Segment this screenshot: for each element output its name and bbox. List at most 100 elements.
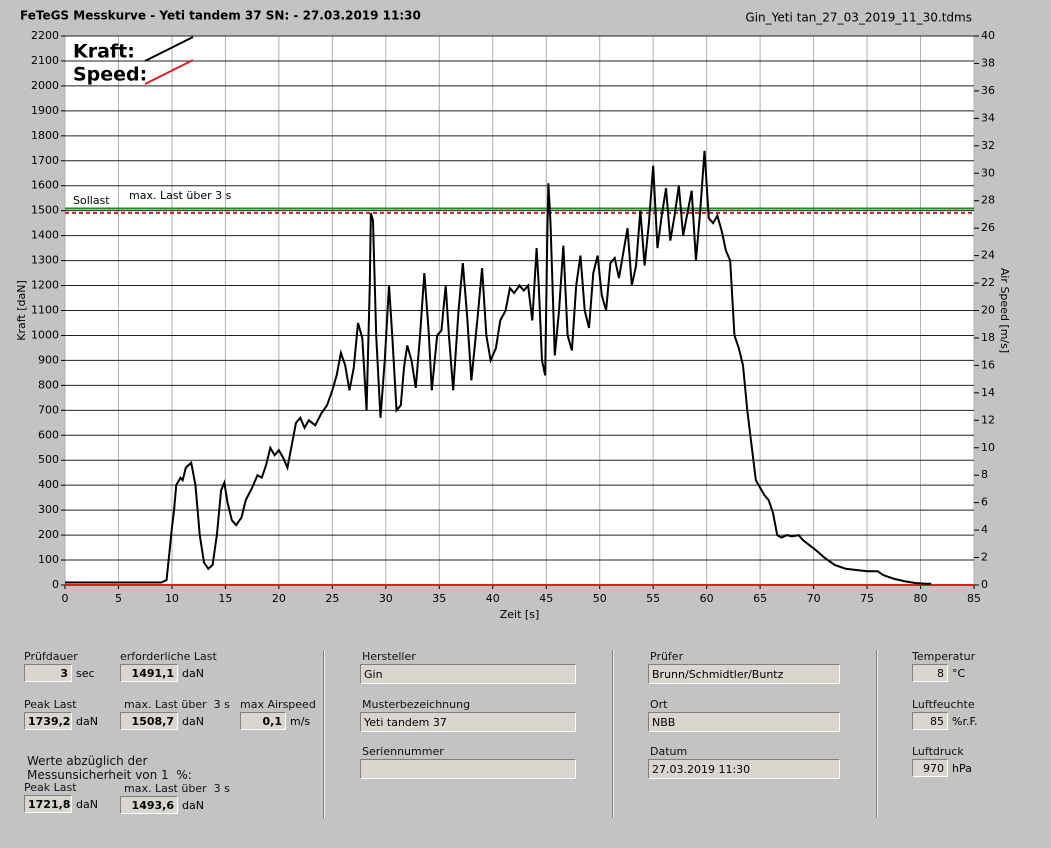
- series-line: [65, 150, 932, 585]
- y2-tick-label: 40: [981, 29, 995, 42]
- field-unit: %r.F.: [952, 715, 978, 728]
- legend-swatch: [144, 36, 194, 62]
- field-label: Ort: [650, 698, 668, 711]
- y-tick-label: 600: [38, 428, 59, 441]
- y-tick-label: 1100: [31, 304, 59, 317]
- field-label: Seriennummer: [362, 745, 444, 758]
- field-box: [360, 759, 576, 779]
- field-box: Yeti tandem 37: [360, 712, 576, 732]
- y2-tick-label: 12: [981, 413, 995, 426]
- y2-tick-label: 26: [981, 221, 995, 234]
- field-unit: daN: [182, 667, 204, 680]
- field-unit: m/s: [290, 715, 311, 728]
- y2-tick-label: 22: [981, 276, 995, 289]
- y2-tick-label: 4: [981, 523, 988, 536]
- separator: [323, 650, 325, 818]
- field-box: 8: [912, 664, 948, 682]
- file-name: Gin_Yeti tan_27_03_2019_11_30.tdms: [745, 11, 972, 25]
- y2-tick-label: 36: [981, 84, 995, 97]
- y-tick-label: 1500: [31, 204, 59, 217]
- field-label: Temperatur: [912, 650, 976, 663]
- y2-tick-label: 8: [981, 468, 988, 481]
- field-label: max. Last über 3 s: [124, 782, 230, 795]
- y-tick-label: 2100: [31, 54, 59, 67]
- y-tick-label: 2000: [31, 79, 59, 92]
- field-box: 27.03.2019 11:30: [648, 759, 840, 779]
- field-label: Peak Last: [24, 781, 77, 794]
- separator: [612, 650, 614, 818]
- y-tick-label: 1700: [31, 154, 59, 167]
- x-tick-label: 30: [379, 592, 393, 605]
- y2-tick-label: 38: [981, 56, 995, 69]
- field-unit: daN: [76, 798, 98, 811]
- y-tick-label: 0: [52, 578, 59, 591]
- y-tick-label: 1600: [31, 179, 59, 192]
- y2-tick-label: 20: [981, 304, 995, 317]
- field-box: Gin: [360, 664, 576, 684]
- field-box: Brunn/Schmidtler/Buntz: [648, 664, 840, 684]
- chart: FeTeGS Messkurve - Yeti tandem 37 SN: - …: [15, 9, 1011, 622]
- legend-swatch: [144, 59, 194, 85]
- x-tick-label: 60: [700, 592, 714, 605]
- x-tick-label: 65: [753, 592, 767, 605]
- field-unit: °C: [952, 667, 966, 680]
- y-tick-label: 1800: [31, 129, 59, 142]
- x-tick-label: 40: [486, 592, 500, 605]
- field-label: Luftdruck: [912, 745, 964, 758]
- field-box: 970: [912, 759, 948, 777]
- field-unit: sec: [76, 667, 95, 680]
- field-box: 1739,2: [24, 712, 72, 730]
- y2-tick-label: 2: [981, 551, 988, 564]
- field-box: 1508,7: [120, 712, 178, 730]
- y2-tick-label: 24: [981, 249, 995, 262]
- x-tick-label: 10: [165, 592, 179, 605]
- field-label: max Airspeed: [240, 698, 316, 711]
- y2-tick-label: 16: [981, 358, 995, 371]
- y-tick-label: 100: [38, 553, 59, 566]
- y2-tick-label: 32: [981, 139, 995, 152]
- field-box: 1493,6: [120, 796, 178, 814]
- y-tick-label: 300: [38, 503, 59, 516]
- y2-tick-label: 10: [981, 441, 995, 454]
- x-axis-label: Zeit [s]: [500, 608, 539, 621]
- y-tick-label: 900: [38, 353, 59, 366]
- y-tick-label: 700: [38, 403, 59, 416]
- field-unit: hPa: [952, 762, 972, 775]
- field-label: max. Last über 3 s: [124, 698, 230, 711]
- separator: [876, 650, 878, 818]
- y-axis-label: Kraft [daN]: [15, 280, 28, 341]
- field-box: NBB: [648, 712, 840, 732]
- y-tick-label: 400: [38, 478, 59, 491]
- field-box: 85: [912, 712, 948, 730]
- y2-tick-label: 14: [981, 386, 995, 399]
- y2-tick-label: 28: [981, 194, 995, 207]
- x-tick-label: 75: [860, 592, 874, 605]
- field-label: Peak Last: [24, 698, 77, 711]
- field-label: Luftfeuchte: [912, 698, 975, 711]
- x-tick-label: 55: [646, 592, 660, 605]
- y-tick-label: 200: [38, 528, 59, 541]
- y-tick-label: 1400: [31, 229, 59, 242]
- field-box: 0,1: [240, 712, 286, 730]
- field-label: Musterbezeichnung: [362, 698, 471, 711]
- field-unit: daN: [182, 799, 204, 812]
- y-tick-label: 1300: [31, 254, 59, 267]
- reference-label: max. Last über 3 s: [129, 189, 232, 202]
- field-unit: daN: [182, 715, 204, 728]
- y-tick-label: 500: [38, 453, 59, 466]
- title: FeTeGS Messkurve - Yeti tandem 37 SN: - …: [20, 9, 421, 23]
- legend-label: Speed:: [73, 64, 147, 86]
- field-label: Datum: [650, 745, 688, 758]
- legend-label: Kraft:: [73, 41, 135, 63]
- y2-tick-label: 30: [981, 166, 995, 179]
- x-tick-label: 20: [272, 592, 286, 605]
- field-label: Hersteller: [362, 650, 416, 663]
- reference-label: Sollast: [73, 194, 110, 207]
- x-tick-label: 80: [914, 592, 928, 605]
- x-tick-label: 50: [593, 592, 607, 605]
- y2-tick-label: 6: [981, 496, 988, 509]
- x-tick-label: 35: [432, 592, 446, 605]
- x-tick-label: 15: [218, 592, 232, 605]
- field-label: Prüfdauer: [24, 650, 78, 663]
- y2-axis-label: Air Speed [m/s]: [998, 268, 1011, 353]
